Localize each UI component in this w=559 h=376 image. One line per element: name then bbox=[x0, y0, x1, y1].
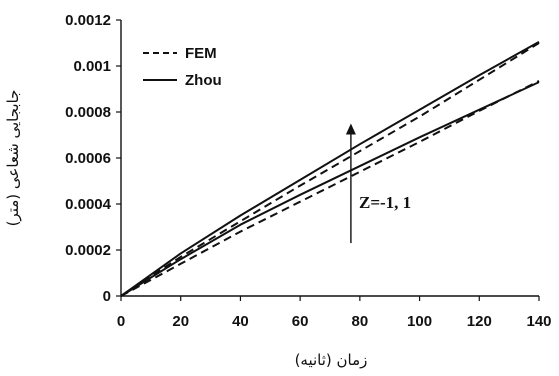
x-tick-label: 60 bbox=[292, 313, 309, 330]
x-tick-label: 80 bbox=[352, 313, 369, 330]
x-tick-label: 0 bbox=[117, 313, 125, 330]
x-tick-label: 40 bbox=[232, 313, 249, 330]
legend: FEM Zhou bbox=[143, 45, 222, 89]
annotation-label: Z=-1, 1 bbox=[359, 193, 411, 212]
x-axis-title: زمان (ثانیه) bbox=[295, 351, 368, 369]
legend-label-zhou: Zhou bbox=[185, 72, 222, 89]
y-tick-label: 0.0004 bbox=[65, 196, 112, 213]
y-tick-label: 0 bbox=[103, 288, 111, 305]
y-tick-label: 0.0002 bbox=[65, 242, 111, 259]
series-line-fem-4 bbox=[120, 80, 540, 297]
series-line-fem-2 bbox=[120, 42, 540, 297]
y-tick-label: 0.0012 bbox=[65, 12, 111, 29]
x-tick-label: 140 bbox=[526, 313, 551, 330]
x-tick-label: 100 bbox=[407, 313, 432, 330]
y-tick-label: 0.001 bbox=[73, 58, 111, 75]
y-tick-label: 0.0008 bbox=[65, 104, 111, 121]
x-tick-label: 20 bbox=[172, 313, 189, 330]
series-layer bbox=[120, 40, 540, 297]
annotation-group: Z=-1, 1 bbox=[345, 123, 411, 244]
y-tick-label: 0.0006 bbox=[65, 150, 111, 167]
y-axis-title: جابجایی شعاعی (متر) bbox=[4, 90, 22, 227]
x-tick-label: 120 bbox=[467, 313, 492, 330]
x-ticks: 0 20 40 60 80 100 120 140 bbox=[117, 296, 552, 330]
annotation-arrow-head bbox=[345, 123, 356, 135]
legend-label-fem: FEM bbox=[185, 45, 217, 62]
series-line-zhou-3 bbox=[120, 81, 540, 297]
y-ticks: 0 0.0002 0.0004 0.0006 0.0008 0.001 0.0012 bbox=[65, 12, 121, 305]
series-line-zhou-1 bbox=[120, 40, 540, 297]
